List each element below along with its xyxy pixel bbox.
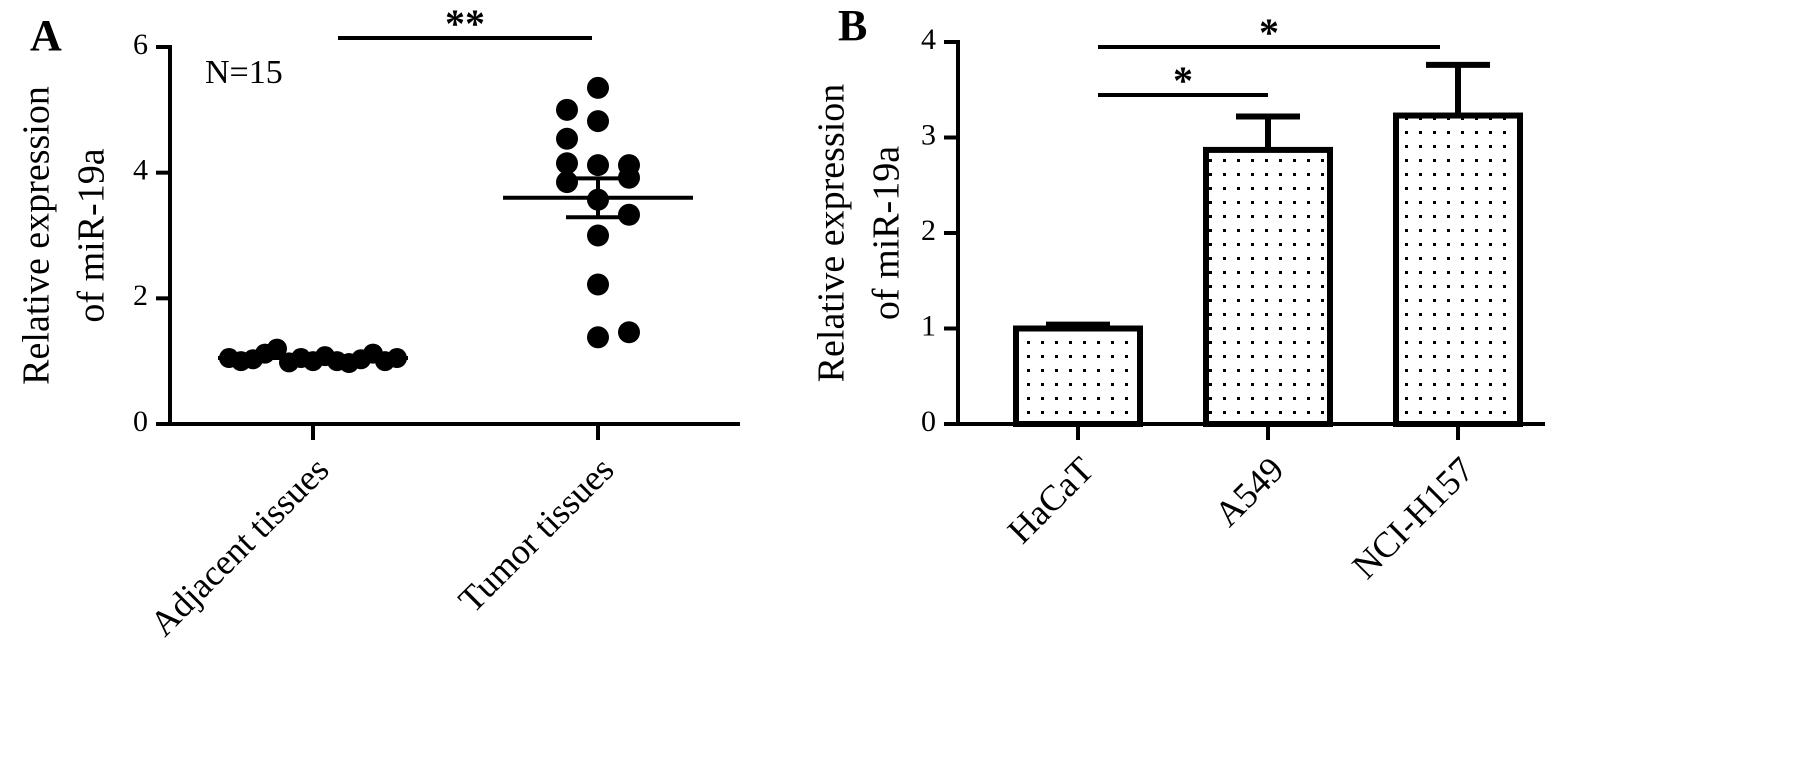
- y-tick-label: 2: [921, 214, 936, 247]
- y-tick-label: 3: [921, 118, 936, 151]
- significance-label: **: [445, 1, 485, 46]
- y-tick-label: 4: [133, 154, 148, 187]
- y-tick-label: 0: [921, 405, 936, 438]
- data-point: [587, 154, 609, 177]
- data-point: [587, 326, 609, 349]
- x-tick-label: HaCaT: [1000, 449, 1102, 551]
- bar: [1393, 112, 1523, 427]
- x-tick-label: Adjacent tissues: [142, 449, 336, 643]
- data-point: [587, 224, 609, 247]
- data-point: [587, 273, 609, 296]
- y-tick-label: 0: [133, 405, 148, 438]
- y-tick-label: 2: [133, 279, 148, 312]
- data-point: [556, 127, 578, 150]
- y-axis-label: Relative expression: [811, 84, 853, 383]
- panel-label: B: [838, 1, 867, 50]
- panel-label: A: [30, 11, 62, 60]
- data-point: [556, 152, 578, 175]
- data-point: [556, 171, 578, 194]
- x-tick-label: A549: [1207, 449, 1292, 534]
- data-point: [618, 203, 640, 226]
- data-point: [267, 338, 287, 359]
- y-axis-label: of miR-19a: [71, 148, 113, 322]
- data-point: [556, 98, 578, 121]
- x-tick-label: NCI-H157: [1344, 449, 1481, 586]
- y-tick-label: 1: [921, 309, 936, 342]
- y-axis-label: of miR-19a: [866, 146, 908, 320]
- y-tick-label: 4: [921, 23, 936, 56]
- x-tick-label: Tumor tissues: [451, 449, 622, 620]
- data-point: [587, 76, 609, 99]
- significance-label: *: [1173, 58, 1193, 103]
- bar: [1203, 146, 1333, 427]
- bar: [1013, 325, 1143, 427]
- annotation: N=15: [205, 54, 283, 91]
- y-tick-label: 6: [133, 28, 148, 61]
- y-axis-label: Relative expression: [16, 86, 58, 385]
- data-point: [618, 321, 640, 344]
- significance-label: *: [1259, 10, 1279, 55]
- data-point: [587, 110, 609, 133]
